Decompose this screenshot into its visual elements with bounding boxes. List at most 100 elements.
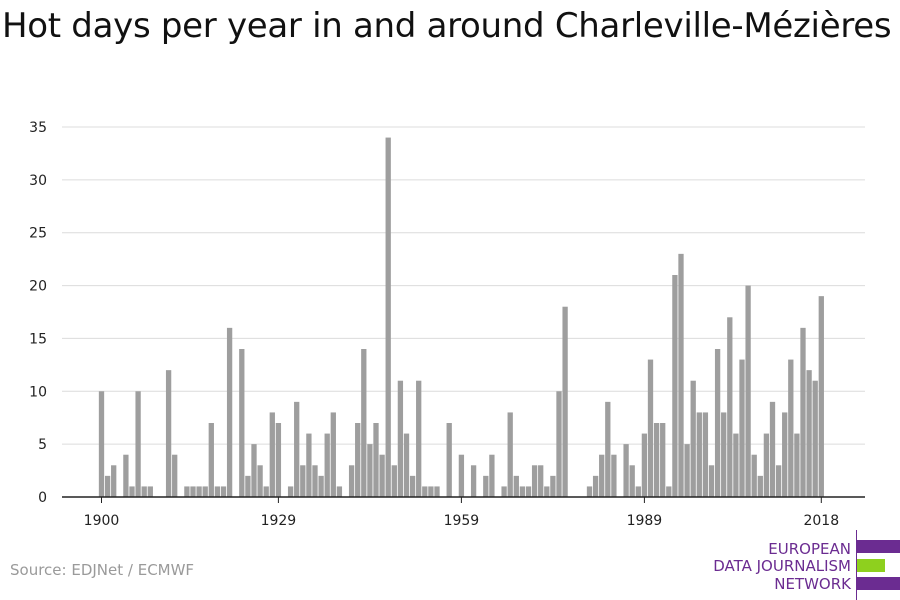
bar-1970 xyxy=(525,486,532,497)
y-tick-label: 35 xyxy=(29,120,47,136)
bar-2010 xyxy=(769,401,776,497)
bar-1984 xyxy=(611,454,617,497)
bar-2007 xyxy=(751,454,757,497)
bar-2012 xyxy=(782,412,788,497)
bar-2011 xyxy=(775,465,782,497)
bar-1999 xyxy=(702,412,709,497)
bar-1975 xyxy=(556,391,562,497)
gridlines xyxy=(62,126,865,445)
bar-1941 xyxy=(348,465,355,497)
bar-1917 xyxy=(202,486,208,497)
bar-2006 xyxy=(745,285,751,497)
bar-1997 xyxy=(690,380,696,497)
bar-2009 xyxy=(763,433,770,497)
x-tick-label: 1959 xyxy=(444,513,480,529)
bar-2004 xyxy=(733,433,739,497)
bar-1916 xyxy=(196,486,202,497)
bar-1976 xyxy=(562,306,568,497)
y-tick-label: 15 xyxy=(29,331,47,347)
logo-bar-top xyxy=(857,540,900,553)
bar-1996 xyxy=(684,444,690,497)
x-tick-label: 1989 xyxy=(627,513,663,529)
bar-1945 xyxy=(373,423,379,497)
bar-1942 xyxy=(355,423,361,497)
logo-line-3: NETWORK xyxy=(774,575,851,593)
bar-1981 xyxy=(592,475,599,497)
bar-1927 xyxy=(263,486,269,497)
y-tick-label: 25 xyxy=(29,226,47,242)
bar-2013 xyxy=(788,359,794,497)
bars xyxy=(98,137,824,498)
logo-separator xyxy=(856,530,857,600)
bar-2002 xyxy=(721,412,727,497)
bar-1991 xyxy=(653,423,660,497)
bar-1912 xyxy=(172,454,178,497)
bar-1961 xyxy=(470,465,477,497)
bar-1937 xyxy=(324,433,330,497)
bar-1983 xyxy=(605,401,611,497)
bar-1934 xyxy=(306,433,312,497)
bar-1901 xyxy=(104,475,111,497)
bar-1988 xyxy=(635,486,641,497)
bar-1950 xyxy=(403,433,410,497)
bar-1902 xyxy=(111,465,117,497)
bar-1966 xyxy=(501,486,507,497)
bar-1931 xyxy=(287,486,294,497)
bar-1992 xyxy=(660,423,666,497)
bar-1969 xyxy=(519,486,526,497)
logo-bar-middle xyxy=(857,559,885,572)
bar-1939 xyxy=(336,486,343,497)
bar-2001 xyxy=(714,349,721,497)
bar-1989 xyxy=(641,433,648,497)
bar-1967 xyxy=(507,412,513,497)
bar-2005 xyxy=(739,359,745,497)
logo-bar-bottom xyxy=(857,577,900,590)
y-tick-label: 20 xyxy=(29,279,47,295)
bar-1938 xyxy=(330,412,336,497)
bar-1953 xyxy=(422,486,428,497)
y-tick-label: 0 xyxy=(38,490,47,506)
bar-2016 xyxy=(806,370,812,497)
bar-1982 xyxy=(599,454,605,497)
bar-1955 xyxy=(434,486,440,497)
bar-1928 xyxy=(269,412,275,497)
bar-1933 xyxy=(300,465,306,497)
bar-1919 xyxy=(214,486,221,497)
bar-1963 xyxy=(483,475,489,497)
bar-1908 xyxy=(147,486,153,497)
bar-1900 xyxy=(98,391,105,497)
bar-1943 xyxy=(361,349,367,497)
bar-1929 xyxy=(275,423,282,497)
bar-2018 xyxy=(818,296,824,497)
bar-2003 xyxy=(727,317,733,497)
y-tick-label: 5 xyxy=(38,437,47,453)
bar-1951 xyxy=(409,475,416,497)
bar-1923 xyxy=(239,349,245,497)
bar-1980 xyxy=(586,486,593,497)
x-tick-label: 1900 xyxy=(84,513,120,529)
bar-1995 xyxy=(678,253,684,497)
x-axis: 1900 1929 1959 1989 2018 xyxy=(84,497,839,529)
bar-1920 xyxy=(220,486,227,497)
y-tick-label: 30 xyxy=(29,173,47,189)
bar-1954 xyxy=(428,486,434,497)
x-tick-label: 1929 xyxy=(261,513,297,529)
bar-1932 xyxy=(294,401,300,497)
bar-1924 xyxy=(245,475,251,497)
bar-1907 xyxy=(141,486,147,497)
bar-1973 xyxy=(544,486,550,497)
bar-1946 xyxy=(379,454,385,497)
bar-1964 xyxy=(489,454,495,497)
y-axis: 0 5 10 15 20 25 30 35 xyxy=(29,120,47,506)
bar-1957 xyxy=(446,423,452,497)
bar-1968 xyxy=(513,475,519,497)
y-tick-label: 10 xyxy=(29,384,47,400)
bar-1925 xyxy=(251,444,257,497)
bar-1915 xyxy=(190,486,196,497)
bar-1947 xyxy=(385,137,391,498)
bar-1974 xyxy=(550,475,556,497)
bar-2017 xyxy=(812,380,818,497)
bar-2008 xyxy=(757,475,763,497)
chart-title: Hot days per year in and around Charlevi… xyxy=(2,6,892,46)
